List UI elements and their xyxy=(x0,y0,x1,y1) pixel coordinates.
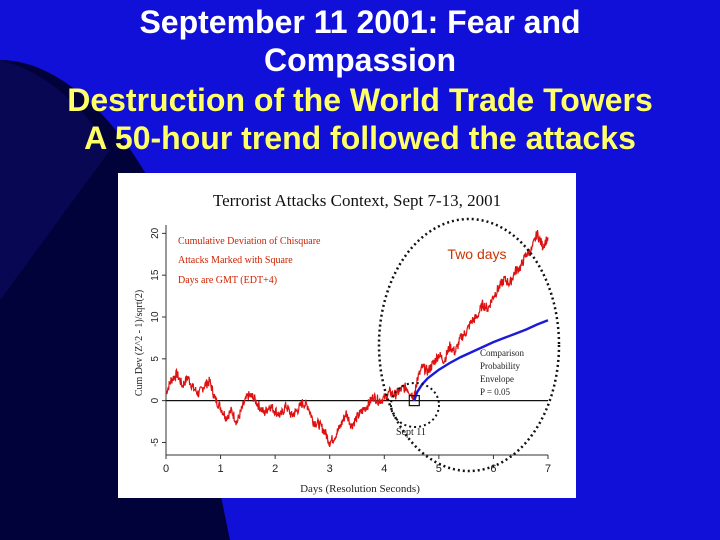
chart-title: Terrorist Attacks Context, Sept 7-13, 20… xyxy=(213,191,501,210)
slide-subtitle-line-1: Destruction of the World Trade Towers xyxy=(67,82,653,118)
legend-line-2: Attacks Marked with Square xyxy=(178,255,293,266)
x-tick-label: 4 xyxy=(381,463,387,475)
y-tick-label: 10 xyxy=(150,311,161,323)
x-tick-label: 2 xyxy=(272,463,278,475)
series-probability-envelope-line xyxy=(413,319,549,401)
sept-11-circle xyxy=(390,382,440,428)
slide-title-line-2: Compassion xyxy=(263,42,457,78)
chart-svg: Terrorist Attacks Context, Sept 7-13, 20… xyxy=(134,191,561,495)
x-tick-label: 0 xyxy=(163,463,169,475)
envelope-label-3: Envelope xyxy=(480,374,514,384)
chart-plot-area: 0 1 2 3 4 5 6 7 -5 0 5 10 15 20 xyxy=(150,225,551,475)
x-tick-label: 3 xyxy=(327,463,333,475)
y-tick-label: 20 xyxy=(150,227,161,239)
series-cumulative-deviation-line xyxy=(165,230,549,448)
x-axis-label: Days (Resolution Seconds) xyxy=(300,483,420,495)
chart-panel: Terrorist Attacks Context, Sept 7-13, 20… xyxy=(118,173,576,498)
x-tick-label: 5 xyxy=(436,463,442,475)
y-tick-label: 15 xyxy=(150,269,161,281)
x-tick-label: 6 xyxy=(490,463,496,475)
envelope-label-1: Comparison xyxy=(480,348,524,358)
two-days-circle xyxy=(377,217,561,473)
legend-line-3: Days are GMT (EDT+4) xyxy=(178,275,277,286)
legend-line-1: Cumulative Deviation of Chisquare xyxy=(178,236,321,247)
y-tick-label: -5 xyxy=(150,438,161,447)
slide-title-line-1: September 11 2001: Fear and xyxy=(139,4,581,40)
y-tick-label: 0 xyxy=(150,397,161,403)
sept-11-label: Sept 11 xyxy=(396,427,426,438)
x-tick-label: 1 xyxy=(218,463,224,475)
y-tick-label: 5 xyxy=(150,356,161,362)
x-tick-label: 7 xyxy=(545,463,551,475)
slide-subtitle-line-2: A 50-hour trend followed the attacks xyxy=(84,120,636,156)
two-days-label: Two days xyxy=(447,246,506,262)
envelope-label-4: P = 0.05 xyxy=(480,387,510,397)
y-axis-label: Cum Dev (Z^2 - 1)/sqrt(2) xyxy=(134,290,145,396)
envelope-label-2: Probability xyxy=(480,361,520,371)
attack-marker-square xyxy=(408,395,420,407)
